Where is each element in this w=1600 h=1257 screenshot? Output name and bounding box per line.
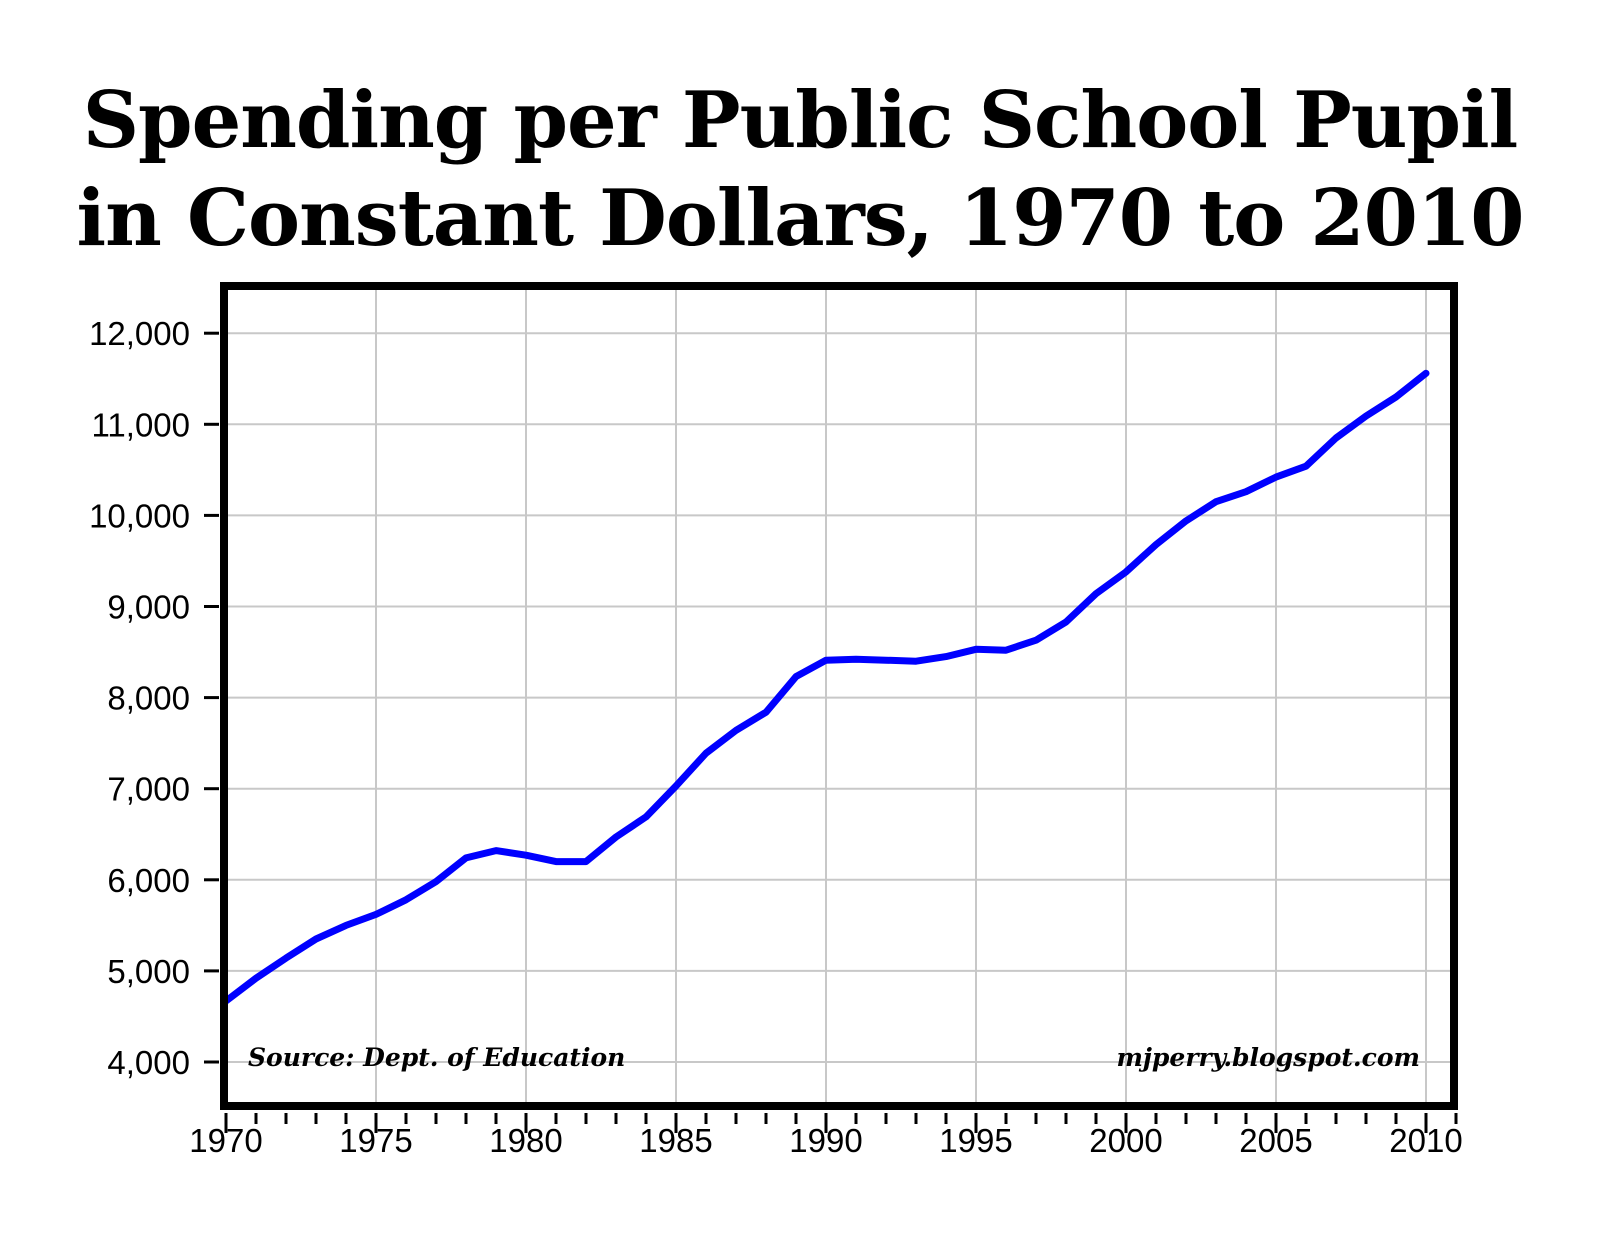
y-tick-label: 6,000: [107, 862, 190, 899]
chart-title: Spending per Public School Pupil in Cons…: [0, 72, 1600, 268]
y-tick-label: 5,000: [107, 953, 190, 990]
y-axis: 4,000 5,000 6,000 7,000 8,000 9,000 10,000 11,0…: [89, 315, 219, 1081]
chart-title-line-1: Spending per Public School Pupil: [82, 75, 1519, 166]
y-tick-label: 11,000: [92, 406, 190, 443]
gridlines: [228, 290, 1450, 1102]
y-tick-label: 10,000: [89, 497, 190, 534]
y-tick-label: 4,000: [107, 1044, 190, 1081]
x-axis: 1970 1975 1980 1985 1990 1995 2000 2005 2010: [189, 1113, 1463, 1159]
y-tick-label: 7,000: [107, 771, 190, 808]
spending-line: [222, 369, 1430, 1005]
plot-frame: [220, 282, 1458, 1110]
y-tick-label: 8,000: [107, 680, 190, 717]
y-tick-label: 12,000: [89, 315, 190, 352]
source-note: Source: Dept. of Education: [248, 1043, 625, 1072]
y-tick-label: 9,000: [107, 589, 190, 626]
chart-title-line-2: in Constant Dollars, 1970 to 2010: [76, 173, 1524, 264]
credit-note: mjperry.blogspot.com: [1116, 1043, 1420, 1072]
